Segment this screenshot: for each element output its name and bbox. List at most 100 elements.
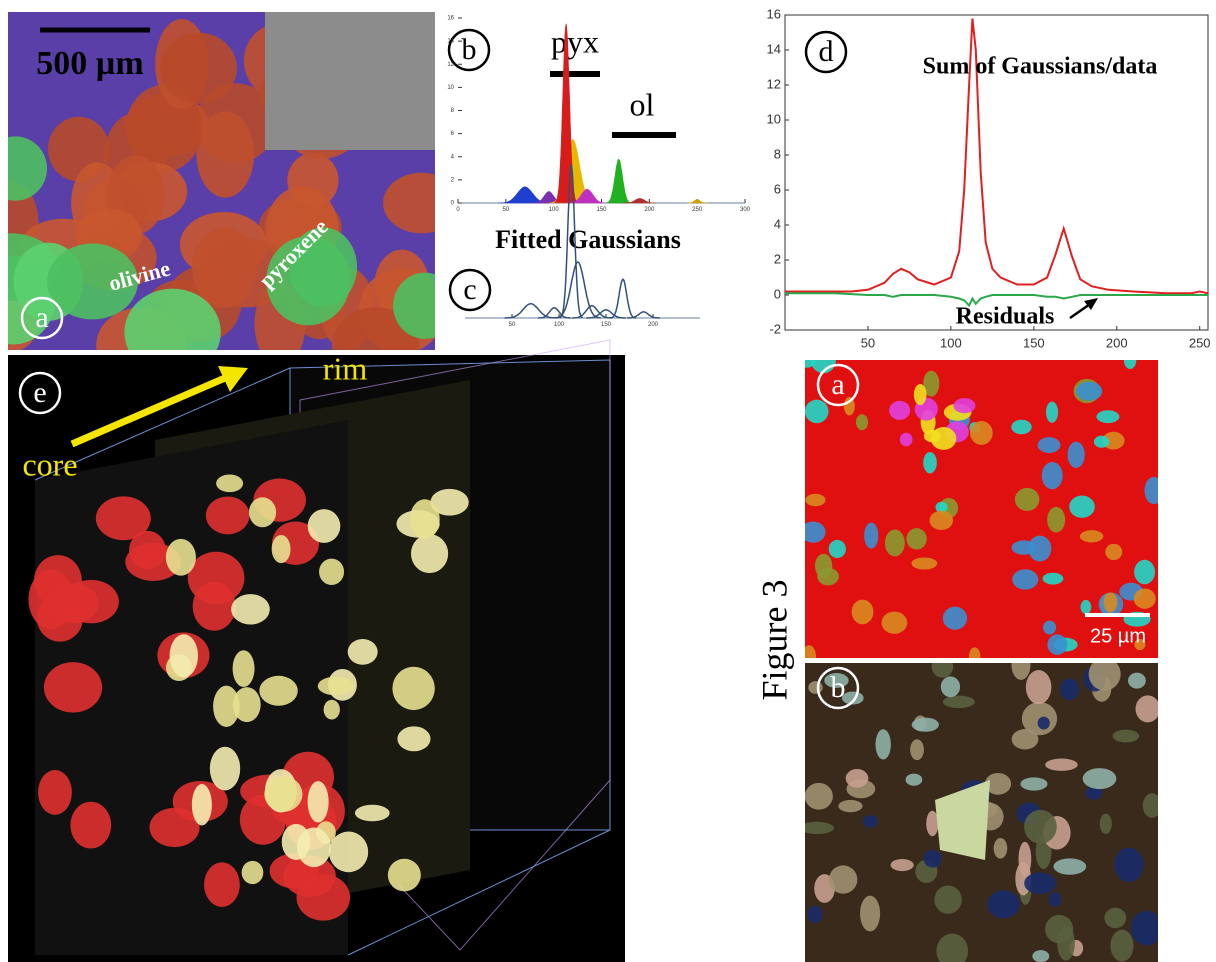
texture <box>924 850 942 868</box>
texture <box>308 509 341 543</box>
texture <box>900 433 913 447</box>
texture <box>1096 410 1119 423</box>
texture <box>943 607 967 630</box>
x-tick-label: 0 <box>456 207 460 213</box>
texture <box>206 496 250 534</box>
texture <box>38 770 72 815</box>
texture <box>1026 670 1052 704</box>
y-tick-label: 8 <box>774 146 781 161</box>
texture <box>355 805 390 822</box>
texture <box>1069 496 1095 518</box>
texture <box>196 111 254 197</box>
texture <box>930 511 954 530</box>
texture <box>1128 673 1146 689</box>
x-tick-label: 50 <box>502 207 509 213</box>
texture <box>272 535 291 563</box>
texture <box>1043 573 1064 585</box>
x-tick-label: 50 <box>861 336 875 351</box>
texture <box>96 496 151 540</box>
texture <box>308 781 329 822</box>
texture <box>1047 507 1065 533</box>
x-tick-label: 150 <box>1023 336 1045 351</box>
panel-label: d <box>819 35 834 68</box>
texture <box>34 555 82 607</box>
texture <box>1143 793 1162 818</box>
fitted-title: Fitted Gaussians <box>495 225 681 254</box>
x-tick-label: 250 <box>692 207 703 213</box>
texture <box>987 890 1020 918</box>
map-b-image <box>800 650 1163 962</box>
texture <box>1134 589 1156 609</box>
y-tick-label: 14 <box>767 41 781 56</box>
texture <box>1144 477 1163 504</box>
map-a-image <box>798 348 1163 667</box>
texture <box>1081 600 1092 614</box>
texture <box>801 521 826 542</box>
texture <box>906 528 926 549</box>
y-tick-label: 0 <box>774 286 781 301</box>
x-tick-label: 100 <box>554 322 565 328</box>
scale-label: 25 µm <box>1090 625 1146 647</box>
texture <box>1024 872 1056 894</box>
texture <box>943 696 975 708</box>
texture <box>923 452 937 474</box>
panel-label: b <box>831 671 846 704</box>
texture <box>1134 560 1155 584</box>
panel-label: a <box>35 301 48 334</box>
texture <box>216 474 243 492</box>
x-tick-label: 250 <box>1189 336 1211 351</box>
x-tick-label: 100 <box>549 207 560 213</box>
texture <box>324 700 340 720</box>
texture <box>1080 530 1104 542</box>
x-tick-label: 300 <box>740 207 751 213</box>
texture <box>397 726 430 751</box>
texture <box>210 747 240 791</box>
texture <box>914 384 927 405</box>
texture <box>1011 420 1031 435</box>
texture <box>941 676 960 697</box>
y-tick-label: 16 <box>447 16 454 22</box>
y-tick-label: 14 <box>447 39 454 45</box>
texture <box>1049 892 1061 907</box>
panel-label: e <box>33 376 46 409</box>
texture <box>994 838 1008 859</box>
texture <box>1114 848 1143 883</box>
rim-label: rim <box>323 350 368 386</box>
texture <box>383 173 460 234</box>
texture <box>1060 678 1079 700</box>
texture <box>1076 382 1103 401</box>
texture <box>931 427 957 450</box>
texture <box>1100 814 1112 834</box>
texture <box>864 522 878 548</box>
texture <box>287 153 338 207</box>
texture <box>264 776 302 811</box>
texture <box>1105 544 1122 560</box>
texture <box>1131 911 1163 946</box>
gaussian <box>687 200 707 204</box>
texture <box>932 656 954 678</box>
series-label: Residuals <box>956 304 1055 330</box>
figure-label: Figure 3 <box>754 580 794 701</box>
texture <box>393 273 457 339</box>
texture <box>1020 777 1047 790</box>
pyx-label: pyx <box>551 23 599 59</box>
texture <box>249 497 276 527</box>
x-tick-label: 150 <box>596 207 607 213</box>
texture <box>808 681 822 694</box>
panel-label: c <box>463 273 476 306</box>
y-tick-label: 2 <box>451 177 455 183</box>
texture <box>891 859 914 871</box>
texture <box>319 559 344 585</box>
texture <box>329 832 368 873</box>
y-tick-label: 4 <box>451 154 455 160</box>
texture <box>1104 908 1126 929</box>
texture <box>160 33 237 104</box>
texture <box>233 650 255 687</box>
y-tick-label: -2 <box>769 321 781 336</box>
x-tick-label: 200 <box>1106 336 1128 351</box>
figure: 500 µm olivine pyroxene a b pyx ol Fitte… <box>0 0 1216 962</box>
texture <box>906 774 923 786</box>
texture <box>882 612 908 634</box>
bse-inset <box>265 12 435 150</box>
texture <box>1057 925 1075 960</box>
